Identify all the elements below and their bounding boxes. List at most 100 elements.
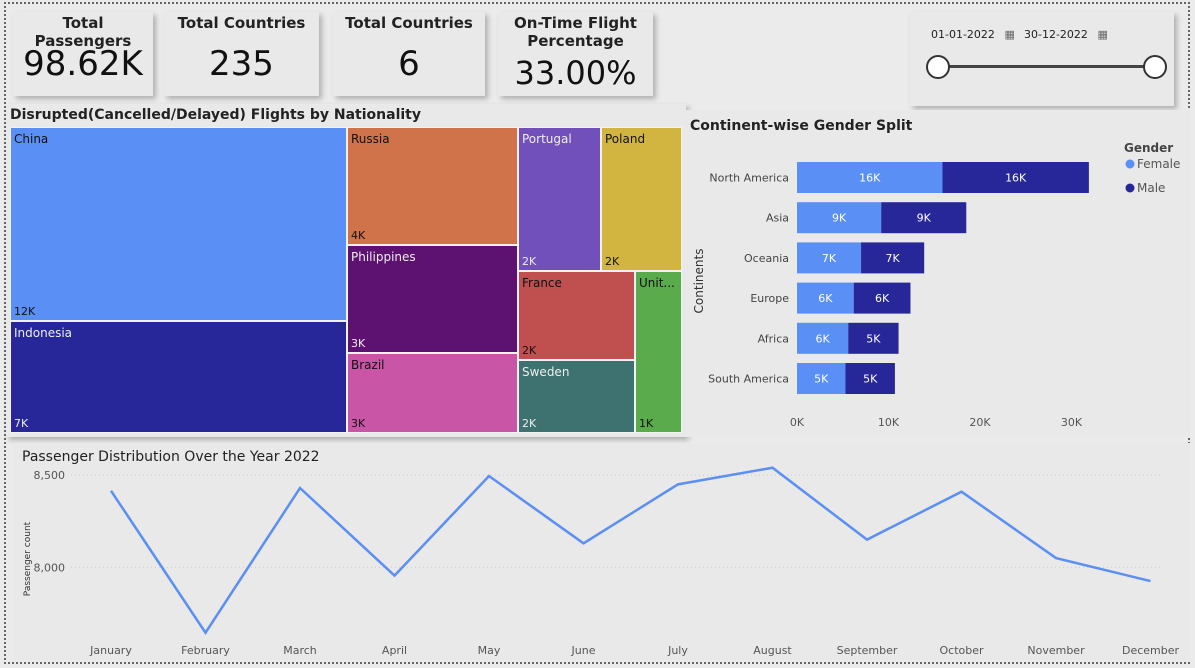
legend-title: Gender [1124,141,1173,155]
treemap-cell-brazil[interactable]: Brazil 3K [347,353,518,433]
bar-chart: 0K 10K 20K 30KContinentsNorth America 16K 16K… [686,110,1191,437]
category-label: North America [709,172,789,185]
treemap-cell-unit[interactable]: Unit... 1K [635,271,682,433]
treemap-cell-poland[interactable]: Poland 2K [601,127,682,271]
date-range-slicer[interactable]: 01-01-2022 ▦ 30-12-2022 ▦ [910,12,1174,106]
x-tick-label: August [753,644,792,657]
x-tick-label: May [478,644,501,657]
slider-track[interactable] [938,65,1155,68]
kpi-value: 6 [333,44,485,84]
treemap-cell-france[interactable]: France 2K [518,271,635,360]
treemap-cell-value: 12K [14,305,35,318]
line-chart: 8,5008,000Passenger countJanuary February… [13,443,1190,661]
start-date[interactable]: 01-01-2022 ▦ [931,28,1015,41]
x-tick-label: October [939,644,983,657]
data-point[interactable] [865,538,869,542]
treemap-cell-russia[interactable]: Russia 4K [347,127,518,245]
bar-data-label: 9K [832,212,847,225]
treemap-cell-value: 7K [14,417,28,430]
treemap-cell-label: Russia [351,132,390,146]
kpi-card-total-countries-2[interactable]: Total Countries 6 [333,12,485,96]
kpi-card-total-countries[interactable]: Total Countries 235 [164,12,319,96]
treemap-cell-value: 2K [522,255,536,268]
data-point[interactable] [109,489,113,493]
treemap-cell-label: Portugal [522,132,572,146]
treemap-cell-label: France [522,276,562,290]
treemap-cell-label: China [14,132,48,146]
legend-label-female[interactable]: Female [1137,157,1180,171]
kpi-value: 33.00% [498,54,653,92]
calendar-icon[interactable]: ▦ [1097,28,1107,41]
legend-marker-male[interactable] [1126,184,1135,193]
bar-data-label: 7K [822,252,837,265]
x-tick-label: November [1027,644,1085,657]
data-point[interactable] [393,574,397,578]
passenger-line-series[interactable] [111,468,1151,633]
treemap-cell-sweden[interactable]: Sweden 2K [518,360,635,433]
treemap-cell-value: 4K [351,229,365,242]
bar-data-label: 6K [875,292,890,305]
kpi-title-line1: On-Time Flight [498,14,653,32]
treemap-cell-label: Poland [605,132,645,146]
treemap-cell-value: 1K [639,417,653,430]
end-date[interactable]: 30-12-2022 ▦ [1024,28,1108,41]
treemap-cell-label: Unit... [639,276,675,290]
bar-data-label: 5K [863,373,878,386]
kpi-title: Total Countries [333,14,485,32]
x-tick-label: 0K [790,416,805,429]
data-point[interactable] [487,474,491,478]
x-tick-label: April [382,644,407,657]
y-axis-title: Passenger count [23,521,33,596]
x-tick-label: January [89,644,132,657]
treemap-cell-value: 2K [522,417,536,430]
data-point[interactable] [298,486,302,490]
bar-data-label: 6K [816,332,831,345]
x-tick-label: December [1122,644,1180,657]
legend-label-male[interactable]: Male [1137,181,1165,195]
bar-data-label: 6K [818,292,833,305]
slider-handle-end[interactable] [1143,55,1167,79]
kpi-title: Total Countries [164,14,319,32]
slider-handle-start[interactable] [926,55,950,79]
treemap-cell-indonesia[interactable]: Indonesia 7K [10,321,347,433]
category-label: Africa [758,332,789,345]
y-tick-label: 8,000 [34,561,66,574]
treemap-cell-label: Philippines [351,250,416,264]
treemap-cell-value: 2K [522,344,536,357]
treemap-title: Disrupted(Cancelled/Delayed) Flights by … [10,107,421,123]
bar-data-label: 16K [1005,172,1027,185]
data-point[interactable] [582,541,586,545]
data-point[interactable] [771,466,775,470]
x-tick-label: 30K [1061,416,1083,429]
treemap-cell-portugal[interactable]: Portugal 2K [518,127,601,271]
kpi-value: 235 [164,44,319,84]
kpi-title-line2: Percentage [498,32,653,50]
bar-data-label: 7K [886,252,901,265]
x-tick-label: June [571,644,596,657]
treemap-cell-value: 3K [351,337,365,350]
x-tick-label: 20K [969,416,991,429]
x-tick-label: September [837,644,898,657]
kpi-card-on-time-percentage[interactable]: On-Time Flight Percentage 33.00% [498,12,653,96]
bar-data-label: 16K [859,172,881,185]
category-label: Asia [766,212,789,225]
calendar-icon[interactable]: ▦ [1004,28,1014,41]
treemap-cell-value: 2K [605,255,619,268]
data-point[interactable] [204,631,208,635]
data-point[interactable] [1054,556,1058,560]
data-point[interactable] [960,490,964,494]
treemap-cell-china[interactable]: China 12K [10,127,347,321]
treemap-cell-label: Sweden [522,365,569,379]
kpi-card-total-passengers[interactable]: Total Passengers 98.62K [13,12,153,96]
treemap-cell-philippines[interactable]: Philippines 3K [347,245,518,353]
data-point[interactable] [1149,579,1153,583]
category-label: Europe [750,292,789,305]
end-date-value: 30-12-2022 [1024,28,1088,41]
treemap: China 12K Indonesia 7K Russia 4K Philippines 3K… [10,127,682,433]
x-tick-label: March [283,644,317,657]
x-tick-label: 10K [878,416,900,429]
data-point[interactable] [676,482,680,486]
bar-data-label: 5K [866,332,881,345]
bar-data-label: 5K [814,373,829,386]
legend-marker-female[interactable] [1126,160,1135,169]
